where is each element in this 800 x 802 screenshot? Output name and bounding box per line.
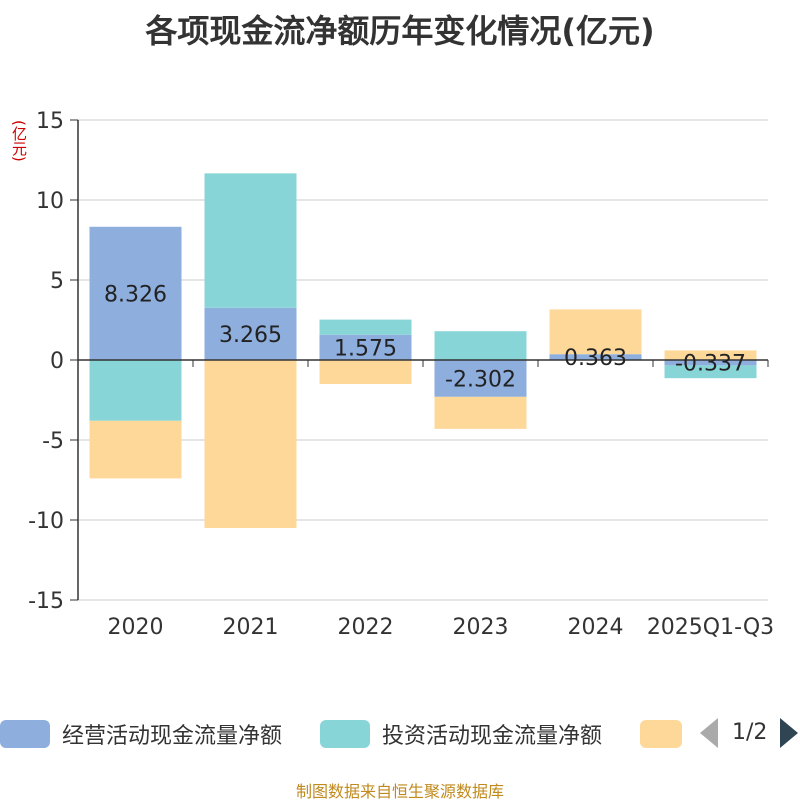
y-tick-label: -10 [28, 509, 64, 534]
x-tick-label: 2022 [338, 615, 394, 640]
bar-2022-series-2 [319, 360, 412, 384]
pager-prev-arrow-icon[interactable] [700, 718, 718, 748]
bar-2023-series-2 [434, 396, 527, 429]
pager-next-arrow-icon[interactable] [780, 718, 798, 748]
y-tick-label: 5 [50, 269, 64, 294]
bar-2022-series-1 [319, 319, 412, 335]
axes: 15 10 5 0 -5 -10 -15 2020 2021 2022 2023 2024 2025Q1… [28, 109, 774, 640]
bar-2024-series-2 [549, 309, 642, 355]
legend-label-operating: 经营活动现金流量净额 [62, 724, 283, 749]
bar-2020-series-2 [89, 420, 182, 479]
y-axis-unit-label: (亿元) [10, 120, 28, 162]
bar-2025Q1-Q3-series-2 [664, 350, 757, 360]
x-tick-label: 2021 [223, 615, 279, 640]
legend: 经营活动现金流量净额 投资活动现金流量净额 [0, 716, 800, 752]
y-tick-label: -15 [28, 589, 64, 614]
data-label-2021: 3.265 [219, 323, 282, 348]
source-footer: 制图数据来自恒生聚源数据库 [295, 782, 504, 801]
data-label-2022: 1.575 [334, 336, 397, 361]
legend-pager: 1/2 [700, 716, 800, 752]
pager-page-indicator: 1/2 [732, 720, 768, 745]
bar-2021-series-0 [204, 307, 297, 360]
y-tick-label: 0 [50, 349, 64, 374]
legend-swatch-operating [0, 720, 50, 748]
y-tick-label: 10 [36, 189, 64, 214]
y-tick-label: 15 [36, 109, 64, 134]
x-tick-label: 2024 [568, 615, 624, 640]
data-label-2025Q1-Q3: -0.337 [675, 352, 746, 377]
stacked-bar-chart: 15 10 5 0 -5 -10 -15 2020 2021 2022 2023 2024 2025Q1… [28, 109, 774, 640]
chart-title: 各项现金流净额历年变化情况(亿元) [145, 12, 655, 50]
data-label-2024: 0.363 [564, 346, 627, 371]
legend-item-financing[interactable] [640, 716, 682, 752]
bar-2025Q1-Q3-series-0 [664, 360, 757, 366]
bar-2020-series-0 [89, 226, 182, 360]
legend-swatch-financing [640, 720, 682, 748]
x-tick-label: 2025Q1-Q3 [647, 615, 774, 640]
legend-label-investing: 投资活动现金流量净额 [382, 724, 603, 749]
bar-2023-series-1 [434, 331, 527, 360]
bar-2024-series-0 [549, 354, 642, 360]
bar-2020-series-1 [89, 360, 182, 421]
bar-2021-series-1 [204, 173, 297, 308]
x-tick-label: 2020 [108, 615, 164, 640]
data-label-2020: 8.326 [104, 282, 167, 307]
data-labels: 8.326 3.265 1.575 -2.302 0.363 -0.337 [104, 282, 746, 392]
legend-item-operating[interactable]: 经营活动现金流量净额 [0, 716, 282, 752]
x-tick-label: 2023 [453, 615, 509, 640]
y-tick-label: -5 [42, 429, 64, 454]
bar-2022-series-0 [319, 334, 412, 360]
bar-2023-series-0 [434, 360, 527, 397]
legend-item-investing[interactable]: 投资活动现金流量净额 [320, 716, 602, 752]
bar-2025Q1-Q3-series-1 [664, 365, 757, 379]
bar-series [89, 173, 757, 528]
legend-swatch-investing [320, 720, 370, 748]
bar-2021-series-2 [204, 360, 297, 528]
data-label-2023: -2.302 [445, 367, 516, 392]
